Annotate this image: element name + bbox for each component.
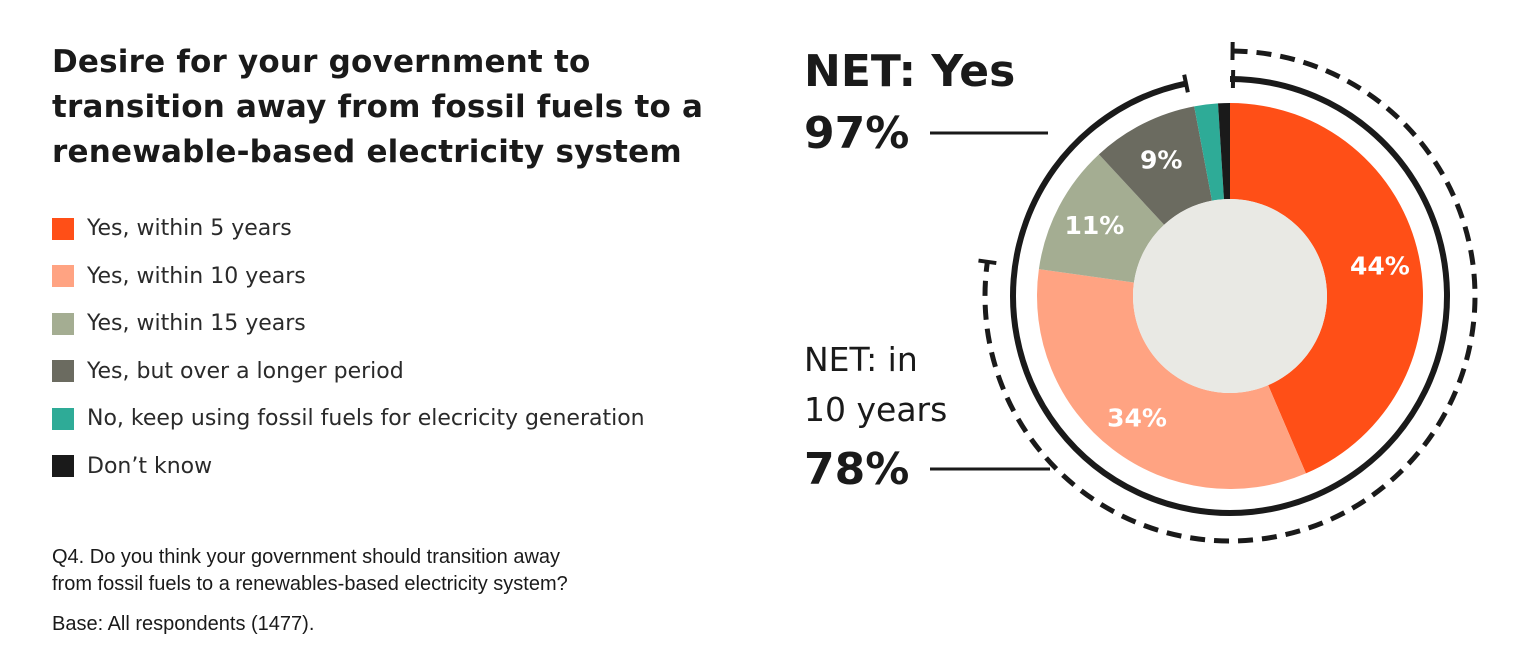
slice-value-label: 34% <box>1107 404 1167 433</box>
slice-value-label: 11% <box>1065 211 1125 240</box>
legend-item: Don’t know <box>52 443 645 491</box>
slice-value-label: 44% <box>1350 251 1410 280</box>
net-yes-bracket <box>1010 76 1450 516</box>
legend-label: Yes, within 15 years <box>87 311 306 337</box>
survey-question-line: Q4. Do you think your government should … <box>52 546 561 568</box>
net-10-years-bracket <box>982 48 1478 544</box>
net-10-years-label: NET: in <box>804 340 918 379</box>
legend: Yes, within 5 years Yes, within 10 years… <box>52 205 645 490</box>
donut-slice <box>1038 154 1165 283</box>
legend-item: Yes, within 15 years <box>52 300 645 348</box>
chart-title-line: transition away from fossil fuels to a <box>52 89 704 125</box>
bracket-end-tick <box>978 258 997 266</box>
donut-chart: 44% 34% 11% 9% NET: Yes 97% NET: in 10 years 78% <box>804 41 1478 544</box>
net-10-years-label: 10 years <box>804 390 947 429</box>
chart-title: Desire for your government to transition… <box>52 40 772 175</box>
legend-item: Yes, within 5 years <box>52 205 645 253</box>
legend-swatch <box>52 265 74 288</box>
legend-label: Yes, but over a longer period <box>87 358 404 384</box>
survey-question-line: from fossil fuels to a renewables-based … <box>52 573 568 595</box>
legend-item: Yes, within 10 years <box>52 253 645 301</box>
donut-slice <box>1218 103 1230 200</box>
chart-title-line: renewable-based electricity system <box>52 134 682 170</box>
legend-item: Yes, but over a longer period <box>52 348 645 396</box>
legend-swatch <box>52 217 74 240</box>
net-yes-value: 97% <box>804 108 909 159</box>
bracket-end-tick <box>1182 74 1190 93</box>
legend-label: Don’t know <box>87 453 213 479</box>
net-10-years-value: 78% <box>804 444 909 495</box>
donut-center <box>1133 199 1327 393</box>
donut-slice <box>1037 269 1306 490</box>
base-note: Base: All respondents (1477). <box>52 613 315 635</box>
legend-label: No, keep using fossil fuels for elecrici… <box>87 406 645 432</box>
legend-swatch <box>52 407 74 430</box>
donut-slice <box>1230 103 1423 474</box>
slice-value-label: 9% <box>1140 145 1182 174</box>
net-yes-label: NET: Yes <box>804 46 1015 97</box>
donut-slice <box>1194 103 1224 201</box>
legend-label: Yes, within 5 years <box>87 216 292 242</box>
legend-swatch <box>52 312 74 335</box>
chart-title-line: Desire for your government to <box>52 44 591 80</box>
legend-item: No, keep using fossil fuels for elecrici… <box>52 395 645 443</box>
legend-label: Yes, within 10 years <box>87 263 306 289</box>
legend-swatch <box>52 455 74 478</box>
donut-slice <box>1098 106 1213 225</box>
legend-swatch <box>52 360 74 383</box>
survey-question: Q4. Do you think your government should … <box>52 544 752 598</box>
